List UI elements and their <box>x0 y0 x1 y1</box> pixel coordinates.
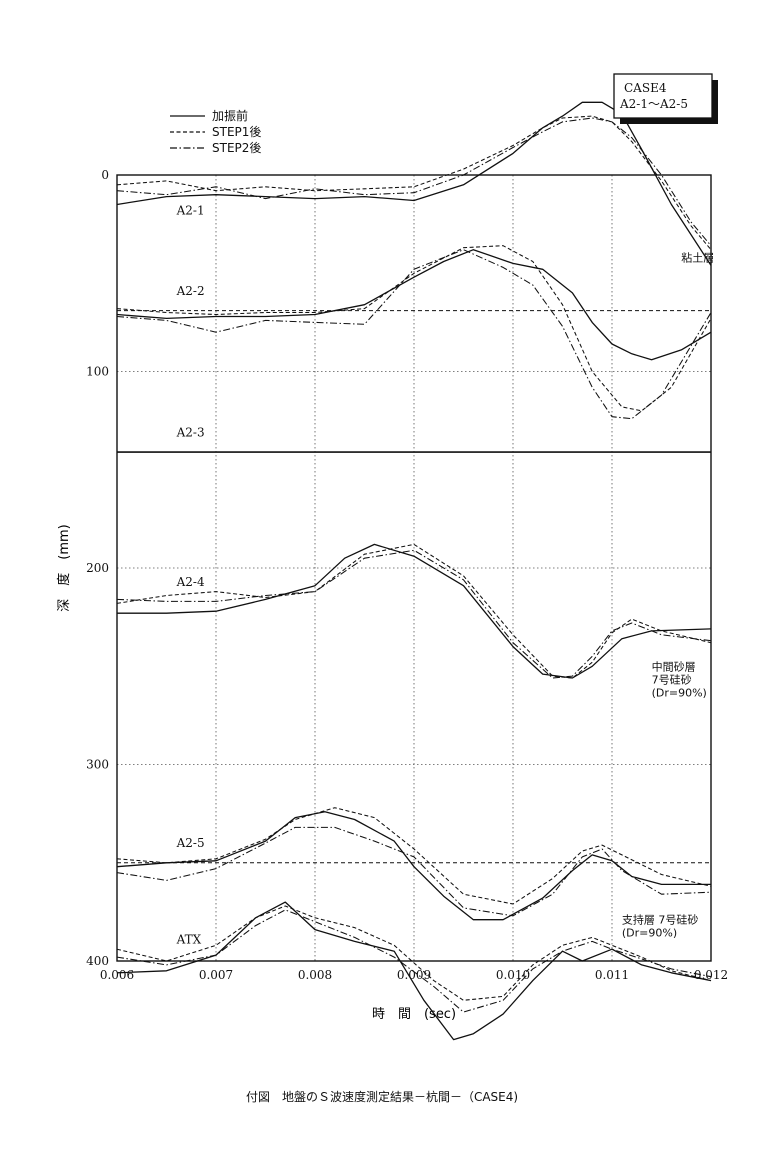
trace-label: ATX <box>176 932 202 946</box>
series-atx-dashdot <box>116 909 712 1013</box>
grid <box>117 175 711 961</box>
y-tick-label: 400 <box>86 954 109 968</box>
trace-label: A2-2 <box>176 284 205 298</box>
case-box-frame <box>613 73 713 119</box>
legend-label: STEP2後 <box>212 141 261 155</box>
trace-label: A2-5 <box>176 836 205 850</box>
series-a2-4-dashed <box>116 543 712 679</box>
x-tick-label: 0.012 <box>694 968 728 982</box>
y-tick-label: 0 <box>101 168 109 182</box>
trace-label: A2-4 <box>176 575 205 589</box>
series-a2-5-dashdot <box>116 826 712 917</box>
annotation-text: 7号硅砂 <box>652 673 692 686</box>
x-axis-label: 時 間 (sec) <box>372 1007 456 1022</box>
figure-caption: 付図 地盤のＳ波速度測定結果－杭間－（CASE4) <box>245 1090 519 1104</box>
series-a2-2-dashdot <box>116 249 712 420</box>
annotation-text: (Dr=90%) <box>652 686 707 699</box>
y-tick-label: 300 <box>86 758 109 772</box>
series-a2-2-dashed <box>116 245 712 412</box>
annotation-text: 粘土層 <box>681 251 714 265</box>
x-tick-label: 0.011 <box>595 968 629 982</box>
series-a2-2-solid <box>116 249 712 361</box>
y-axis-label: 深 度 (mm) <box>56 524 72 611</box>
series-a2-1-solid <box>116 101 712 266</box>
annotation-text: (Dr=90%) <box>622 927 677 940</box>
y-tick-label: 100 <box>86 365 109 379</box>
case-box-title: CASE4 <box>624 81 667 95</box>
case-box-subtitle: A2-1～A2-5 <box>619 97 688 111</box>
tick-labels: 0.006 0.007 0.008 0.009 0.010 0.011 0.012 0 100 2… <box>86 168 728 982</box>
annotation-text: 中間砂層 <box>652 660 696 673</box>
legend: 加振前 STEP1後 STEP2後 <box>170 108 261 155</box>
series-a2-1-dashed <box>116 115 712 251</box>
case-box: CASE4 A2-1～A2-5 <box>613 73 718 124</box>
series-a2-5-solid <box>116 811 711 921</box>
series-a2-5-dashed <box>116 807 712 905</box>
legend-label: 加振前 <box>212 108 248 123</box>
plot-frame <box>116 174 712 962</box>
x-tick-label: 0.006 <box>100 968 134 982</box>
x-tick-label: 0.009 <box>397 968 431 982</box>
series-a2-1-dashdot <box>116 117 712 247</box>
trace-labels: A2-1 A2-2 A2-3 A2-4 A2-5 ATX <box>176 203 205 946</box>
series-lines <box>116 101 712 1041</box>
x-tick-label: 0.008 <box>298 968 332 982</box>
series-a2-4-solid <box>117 543 712 679</box>
annotation-text: 支持層 7号硅砂 <box>622 913 699 927</box>
legend-label: STEP1後 <box>212 125 261 139</box>
trace-label: A2-1 <box>176 203 205 217</box>
baselines <box>117 310 711 864</box>
trace-label: A2-3 <box>176 425 205 439</box>
x-tick-label: 0.007 <box>199 968 233 982</box>
y-tick-label: 200 <box>86 561 109 575</box>
x-tick-label: 0.010 <box>496 968 530 982</box>
series-a2-4-dashdot <box>116 549 712 679</box>
